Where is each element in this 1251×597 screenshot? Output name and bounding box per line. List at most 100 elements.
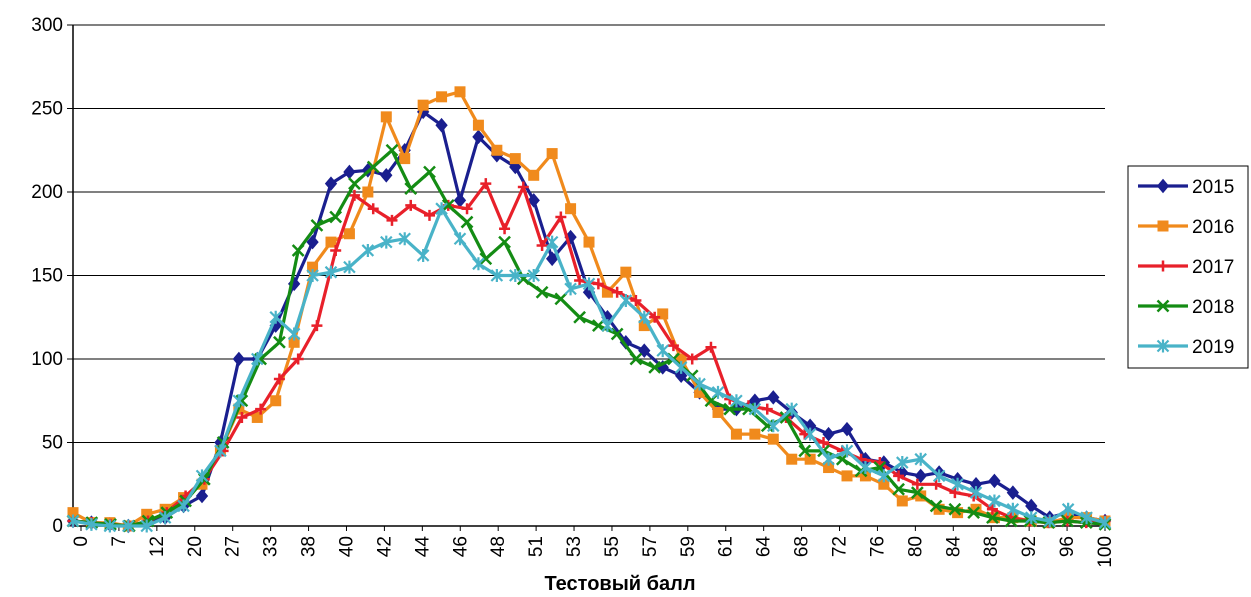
data-point-2016 bbox=[675, 353, 687, 365]
data-point-2017 bbox=[330, 244, 342, 256]
data-point-2016 bbox=[491, 144, 503, 156]
data-point-2017 bbox=[555, 211, 567, 223]
data-point-2018 bbox=[986, 511, 999, 525]
data-point-2016 bbox=[583, 236, 595, 248]
series-2018 bbox=[66, 143, 1112, 533]
x-tick-label: 42 bbox=[374, 536, 395, 557]
x-tick-label: 53 bbox=[564, 536, 585, 557]
x-tick-label: 46 bbox=[450, 536, 471, 557]
data-point-2018 bbox=[591, 319, 605, 332]
data-point-2019 bbox=[380, 235, 393, 249]
data-point-2019 bbox=[877, 469, 891, 483]
legend-label: 2017 bbox=[1192, 257, 1234, 278]
data-point-2019 bbox=[656, 344, 669, 358]
data-point-2019 bbox=[177, 499, 190, 513]
legend-item-2016: 2016 bbox=[1138, 217, 1234, 238]
data-point-2018 bbox=[573, 310, 587, 324]
data-point-2018 bbox=[291, 244, 305, 257]
data-point-2017 bbox=[592, 278, 604, 290]
data-point-2019 bbox=[472, 257, 485, 271]
gridlines bbox=[73, 24, 1105, 443]
series-line-2016 bbox=[72, 90, 1106, 528]
x-tick-label: 48 bbox=[488, 536, 509, 557]
data-point-2017 bbox=[292, 353, 304, 365]
data-point-2016 bbox=[251, 411, 263, 423]
data-point-2015 bbox=[545, 251, 559, 267]
data-point-2019 bbox=[1080, 511, 1093, 525]
data-point-2017 bbox=[630, 295, 642, 307]
data-point-2017 bbox=[705, 341, 717, 353]
legend: 2015 2016 2017 2018 2019 bbox=[1127, 165, 1249, 369]
x-tick-label: 80 bbox=[905, 536, 926, 557]
x-axis-title: Тестовый балл bbox=[544, 573, 695, 595]
x-tick-label: 88 bbox=[981, 536, 1002, 557]
data-point-2018 bbox=[479, 252, 493, 266]
data-point-2016 bbox=[141, 508, 153, 520]
data-point-2019 bbox=[619, 294, 633, 308]
data-point-2019 bbox=[490, 269, 504, 282]
data-point-2019 bbox=[1025, 511, 1038, 525]
data-point-2015 bbox=[767, 390, 780, 405]
legend-item-2015: 2015 bbox=[1138, 177, 1234, 198]
data-point-2017 bbox=[517, 181, 529, 193]
data-point-2019 bbox=[527, 269, 540, 282]
data-point-2016 bbox=[509, 153, 521, 165]
y-tick-label: 300 bbox=[31, 15, 63, 36]
data-point-2018 bbox=[385, 143, 399, 157]
legend-item-2019: 2019 bbox=[1138, 337, 1234, 358]
data-point-2017 bbox=[480, 178, 492, 190]
y-tick-label: 0 bbox=[52, 516, 63, 537]
data-point-2019 bbox=[195, 469, 209, 483]
data-point-2016 bbox=[454, 86, 466, 98]
series-2019 bbox=[66, 202, 1112, 533]
data-point-2015 bbox=[988, 473, 1001, 489]
data-point-2017 bbox=[667, 340, 679, 352]
x-tick-label: 7 bbox=[109, 536, 130, 547]
data-point-2016 bbox=[730, 428, 742, 440]
legend-label: 2016 bbox=[1192, 217, 1234, 238]
series-layer bbox=[66, 86, 1112, 534]
data-point-2018 bbox=[910, 486, 924, 499]
data-point-2019 bbox=[822, 452, 835, 466]
data-point-2016 bbox=[565, 203, 577, 215]
data-point-2019 bbox=[545, 235, 559, 249]
data-point-2018 bbox=[329, 210, 343, 224]
data-point-2019 bbox=[324, 265, 338, 279]
x-tick-label: 96 bbox=[1057, 536, 1078, 557]
x-tick-label: 20 bbox=[185, 536, 206, 557]
data-point-2017 bbox=[649, 311, 661, 323]
data-point-2019 bbox=[343, 260, 356, 274]
data-point-2016 bbox=[823, 462, 835, 474]
data-point-2018 bbox=[779, 411, 793, 424]
data-point-2018 bbox=[498, 235, 511, 249]
x-tick-label: 100 bbox=[1095, 536, 1116, 568]
data-point-2016 bbox=[878, 478, 890, 490]
data-point-2016 bbox=[288, 336, 300, 348]
series-2015 bbox=[66, 104, 1112, 534]
data-point-2016 bbox=[694, 386, 706, 398]
x-axis-ticks: 0 7 12 20 27 33 38 40 42 44 46 48 51 53 55 57 59 61 64 68 72… bbox=[71, 526, 1116, 568]
x-tick-label: 72 bbox=[830, 536, 851, 557]
x-tick-label: 59 bbox=[678, 536, 699, 557]
legend-item-2018: 2018 bbox=[1138, 297, 1234, 318]
x-tick-label: 61 bbox=[716, 536, 737, 557]
legend-marker bbox=[1156, 339, 1170, 353]
data-point-2019 bbox=[674, 360, 688, 374]
y-tick-label: 250 bbox=[31, 99, 63, 120]
data-point-2019 bbox=[85, 517, 98, 531]
data-point-2015 bbox=[306, 234, 319, 250]
data-point-2016 bbox=[749, 428, 761, 440]
x-tick-label: 57 bbox=[640, 536, 661, 557]
series-line-2015 bbox=[72, 110, 1106, 528]
data-point-2019 bbox=[767, 419, 780, 433]
x-tick-label: 12 bbox=[147, 536, 168, 557]
data-point-2016 bbox=[417, 99, 429, 111]
data-point-2017 bbox=[761, 403, 773, 415]
data-point-2018 bbox=[423, 165, 436, 179]
data-point-2015 bbox=[343, 164, 356, 180]
data-point-2018 bbox=[1004, 514, 1018, 528]
data-point-2019 bbox=[711, 385, 725, 399]
series-line-2017 bbox=[72, 182, 1106, 528]
data-point-2018 bbox=[798, 444, 812, 458]
